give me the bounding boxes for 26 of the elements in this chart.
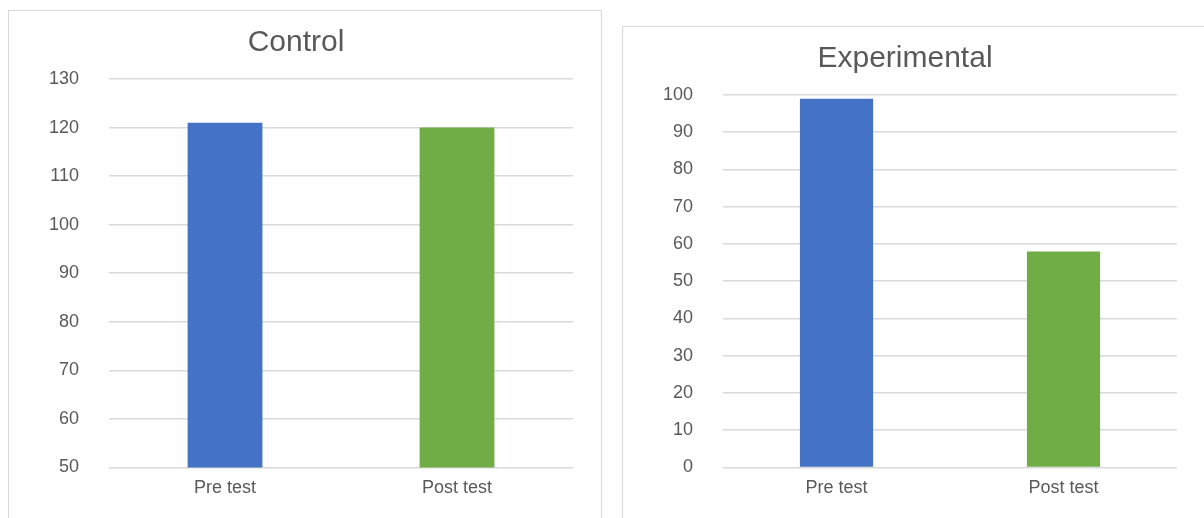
y-tick-label: 40 [673, 307, 694, 328]
y-tick-label: 60 [59, 407, 80, 428]
y-tick-label: 60 [673, 232, 694, 253]
y-tick-label: 110 [50, 165, 80, 186]
chart-title: Control [247, 24, 345, 58]
chart-title: Experimental [817, 40, 993, 74]
x-tick-label: Pre test [194, 477, 257, 498]
y-tick-label: 80 [673, 158, 694, 179]
x-tick-label: Pre test [805, 477, 868, 498]
y-tick-label: 70 [59, 359, 80, 380]
x-tick-label: Post test [1028, 477, 1099, 498]
y-tick-label: 80 [59, 310, 80, 331]
x-tick-label: Post test [421, 477, 493, 498]
y-tick-label: 50 [673, 270, 694, 291]
y-tick-label: 120 [48, 116, 80, 137]
y-tick-label: 20 [673, 381, 694, 402]
y-tick-label: 100 [662, 83, 694, 104]
y-tick-label: 100 [48, 213, 80, 234]
y-tick-label: 130 [48, 67, 80, 88]
y-tick-label: 70 [673, 195, 694, 216]
y-tick-label: 10 [673, 419, 694, 440]
y-tick-label: 30 [673, 344, 694, 365]
y-tick-label: 50 [59, 456, 80, 477]
y-tick-label: 90 [59, 262, 80, 283]
y-tick-label: 90 [673, 121, 694, 142]
y-tick-label: 0 [683, 456, 694, 477]
